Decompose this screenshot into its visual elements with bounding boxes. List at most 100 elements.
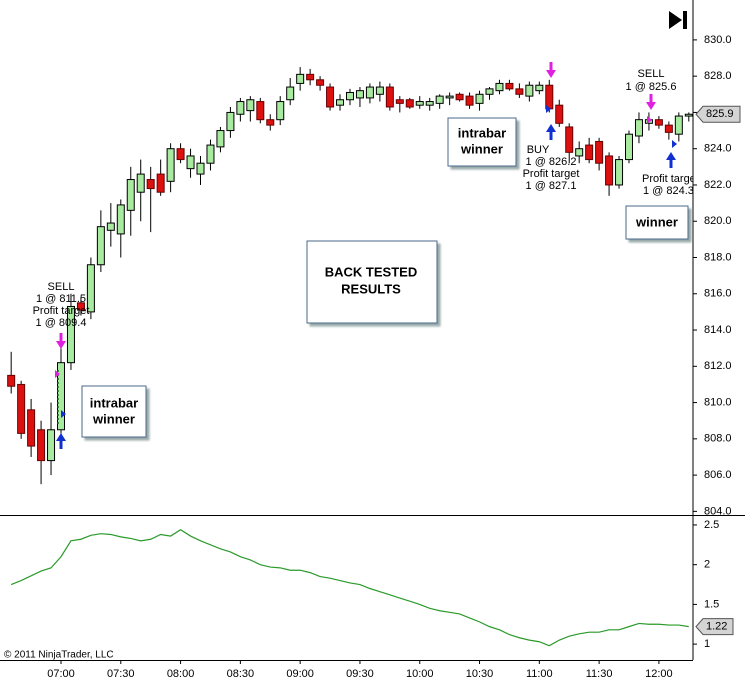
candle-body bbox=[27, 409, 36, 447]
y-tick-label: 808.0 bbox=[704, 433, 732, 445]
candle-body bbox=[216, 130, 225, 148]
candle-body bbox=[176, 148, 185, 161]
copyright: © 2011 NinjaTrader, LLC bbox=[4, 650, 114, 661]
y-tick-label: 804.0 bbox=[704, 505, 732, 517]
annotation: 1 @ 827.1 bbox=[526, 180, 577, 192]
candle-body bbox=[375, 86, 384, 95]
sell-arrow bbox=[546, 62, 556, 78]
candle-body bbox=[196, 162, 205, 175]
y-tick-label: 810.0 bbox=[704, 396, 732, 408]
candle-body bbox=[96, 226, 105, 266]
annotations: SELL 1 @ 811.5 Profit target 1 @ 809.4 B… bbox=[33, 68, 699, 329]
candle-body bbox=[156, 173, 165, 193]
candle-body bbox=[306, 73, 315, 81]
callout: BACK TESTED RESULTS bbox=[306, 240, 438, 324]
y-tick-label: 828.0 bbox=[704, 70, 732, 82]
exit-marker bbox=[672, 140, 677, 148]
annotation: Profit target bbox=[642, 173, 699, 185]
candle-body bbox=[405, 99, 414, 108]
annotation: Profit target bbox=[33, 305, 90, 317]
y-tick-label: 1 bbox=[704, 638, 710, 650]
candle-body bbox=[435, 95, 444, 104]
candle-body bbox=[86, 264, 95, 313]
callout-text: intrabar bbox=[458, 125, 506, 140]
candle-body bbox=[455, 93, 464, 101]
play-end-icon[interactable] bbox=[669, 11, 687, 29]
candle-body bbox=[505, 82, 514, 90]
candle-body bbox=[674, 115, 683, 135]
buy-arrow bbox=[666, 152, 676, 168]
callout-text: intrabar bbox=[90, 395, 138, 410]
y-tick-label: 824.0 bbox=[704, 143, 732, 155]
callout-box bbox=[447, 117, 517, 167]
candle-body bbox=[465, 95, 474, 106]
candle-body bbox=[246, 99, 255, 112]
callout-box bbox=[306, 240, 438, 324]
buy-arrow bbox=[546, 124, 556, 140]
entry-marker bbox=[647, 116, 652, 124]
annotation: SELL bbox=[48, 281, 75, 293]
x-tick-label: 09:30 bbox=[346, 668, 374, 680]
candle-body bbox=[136, 173, 145, 193]
candle-body bbox=[336, 99, 345, 106]
annotation: 1 @ 809.4 bbox=[36, 317, 87, 329]
callout-text: winner bbox=[92, 411, 135, 426]
indicator-line bbox=[10, 528, 689, 647]
candle-body bbox=[37, 429, 46, 462]
y-tick-label: 822.0 bbox=[704, 179, 732, 191]
x-tick-label: 08:00 bbox=[167, 668, 195, 680]
icon-shape bbox=[669, 11, 682, 29]
candle-body bbox=[684, 113, 693, 117]
candle-body bbox=[415, 101, 424, 106]
candle-body bbox=[186, 155, 195, 170]
sell-arrow bbox=[56, 333, 66, 349]
buy-arrow bbox=[56, 433, 66, 449]
candle-body bbox=[326, 86, 335, 108]
candle-body bbox=[7, 374, 16, 387]
last-price-marker bbox=[695, 105, 741, 123]
y-tick-label: 830.0 bbox=[704, 34, 732, 46]
candle-body bbox=[116, 204, 125, 235]
candle-body bbox=[126, 179, 135, 211]
y-tick-label: 816.0 bbox=[704, 288, 732, 300]
candle-body bbox=[226, 111, 235, 132]
entry-marker bbox=[55, 370, 60, 378]
candle-body bbox=[615, 159, 624, 186]
candle-body bbox=[515, 88, 524, 95]
candle-body bbox=[236, 101, 245, 115]
callout: intrabar winner bbox=[447, 117, 517, 167]
x-tick-label: 11:30 bbox=[586, 668, 613, 680]
annotation: 1 @ 811.5 bbox=[36, 293, 86, 305]
candle-body bbox=[545, 84, 554, 110]
entry-marker bbox=[546, 105, 551, 113]
candle-body bbox=[585, 144, 594, 161]
candle-body bbox=[555, 104, 564, 124]
y-tick-label: 806.0 bbox=[704, 469, 732, 481]
last-price-label: 825.9 bbox=[706, 108, 734, 120]
candle-body bbox=[106, 222, 115, 231]
candle-body bbox=[395, 99, 404, 104]
callout: winner bbox=[625, 205, 689, 240]
last-value-marker bbox=[695, 618, 734, 636]
candle-body bbox=[355, 90, 364, 99]
annotation: 1 @ 824.3 bbox=[643, 185, 694, 197]
candle-body bbox=[296, 73, 305, 84]
y-tick-label: 1.5 bbox=[704, 598, 719, 610]
candle-body bbox=[57, 362, 65, 431]
x-tick-label: 09:00 bbox=[286, 668, 314, 680]
annotation: BUY bbox=[527, 144, 550, 156]
plot-area bbox=[7, 67, 693, 647]
candle-body bbox=[575, 148, 584, 157]
annotation: 1 @ 826.2 bbox=[526, 156, 577, 168]
x-tick-label: 08:30 bbox=[227, 668, 255, 680]
y-tick-label: 812.0 bbox=[704, 360, 732, 372]
candle-body bbox=[76, 302, 85, 311]
y-tick-label: 818.0 bbox=[704, 251, 732, 263]
candle-body bbox=[66, 305, 75, 364]
icon-shape bbox=[683, 11, 687, 29]
callout-text: winner bbox=[635, 214, 678, 229]
candle-body bbox=[276, 101, 285, 121]
x-tick-label: 10:00 bbox=[406, 668, 434, 680]
candle-body bbox=[385, 86, 394, 108]
